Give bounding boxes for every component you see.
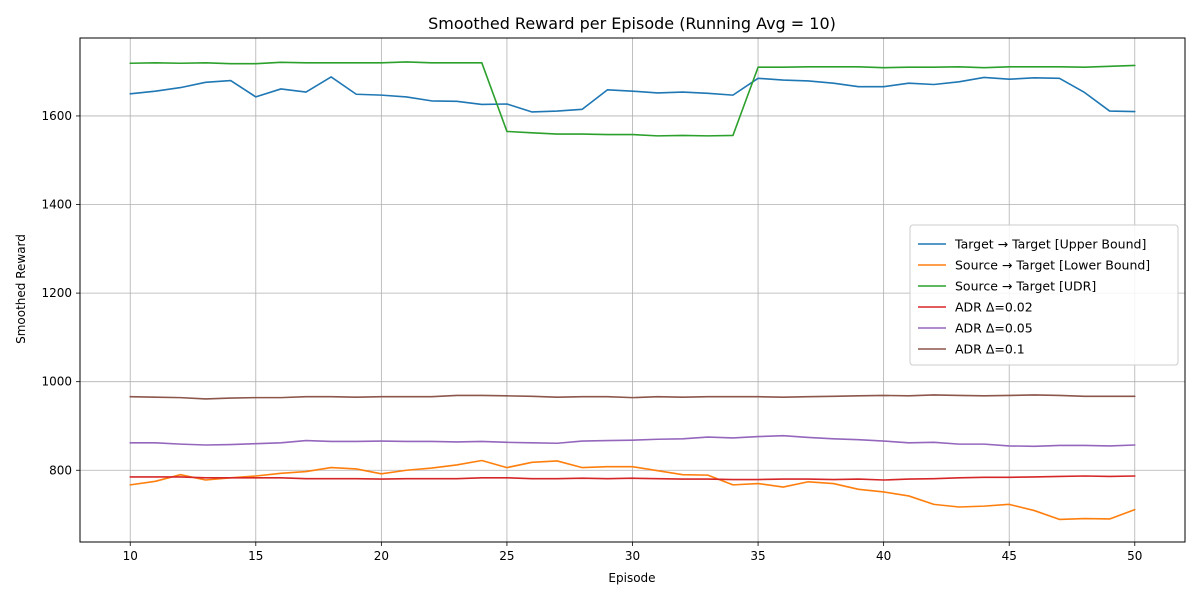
x-tick-label: 50 bbox=[1127, 549, 1142, 563]
y-tick-label: 1400 bbox=[41, 198, 72, 212]
y-tick-label: 800 bbox=[49, 463, 72, 477]
y-axis-label: Smoothed Reward bbox=[14, 234, 28, 344]
grid bbox=[80, 38, 1185, 542]
legend-label: Target → Target [Upper Bound] bbox=[954, 237, 1146, 252]
series-group bbox=[129, 61, 1136, 521]
series-line-3 bbox=[129, 61, 1136, 137]
x-tick-label: 25 bbox=[499, 549, 514, 563]
legend: Target → Target [Upper Bound] Source → Ta… bbox=[909, 224, 1179, 366]
x-tick-label: 10 bbox=[123, 549, 138, 563]
series-line-1 bbox=[129, 76, 1136, 113]
legend-box bbox=[909, 224, 1179, 366]
x-tick-label: 30 bbox=[625, 549, 640, 563]
series-line-6 bbox=[129, 394, 1136, 400]
x-tick-label: 20 bbox=[374, 549, 389, 563]
legend-label: ADR Δ=0.02 bbox=[955, 300, 1033, 315]
series-line-2 bbox=[129, 459, 1136, 521]
y-tick-label: 1200 bbox=[41, 286, 72, 300]
x-tick-label: 35 bbox=[750, 549, 765, 563]
y-tick-label: 1600 bbox=[41, 109, 72, 123]
series-line-5 bbox=[129, 434, 1136, 448]
legend-label: ADR Δ=0.1 bbox=[955, 342, 1025, 357]
y-tick-label: 1000 bbox=[41, 375, 72, 389]
x-axis-label: Episode bbox=[608, 571, 655, 585]
x-tick-label: 15 bbox=[248, 549, 263, 563]
legend-label: ADR Δ=0.05 bbox=[955, 321, 1033, 336]
x-tick-label: 40 bbox=[876, 549, 891, 563]
chart-title: Smoothed Reward per Episode (Running Avg… bbox=[428, 14, 836, 33]
series-line-4 bbox=[129, 475, 1136, 481]
legend-label: Source → Target [UDR] bbox=[955, 279, 1096, 294]
legend-label: Source → Target [Lower Bound] bbox=[955, 258, 1150, 273]
x-tick-label: 45 bbox=[1002, 549, 1017, 563]
axis-ticks: 10 15 20 25 30 35 40 45 50 800 1000 1200 1400 1600 bbox=[41, 109, 1142, 563]
